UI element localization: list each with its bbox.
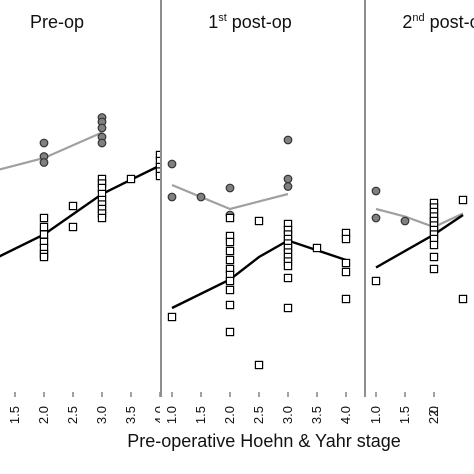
x-tick-label: 1.0 — [368, 406, 383, 424]
data-point-circle — [283, 135, 293, 145]
data-point-square — [68, 222, 78, 232]
data-point-square — [225, 237, 235, 247]
trend-line-black — [171, 239, 347, 310]
data-point-square — [39, 252, 49, 262]
data-point-circle — [283, 174, 293, 184]
data-point-square — [283, 261, 293, 271]
data-point-square — [126, 174, 136, 184]
panels-root: Pre-op 1.5 2.0 2.5 3.0 3.5 4.0 1st post-op 1.0 1.… — [0, 0, 474, 424]
x-tick-label: 2.5 — [251, 406, 266, 424]
data-point-square — [97, 213, 107, 223]
data-point-circle — [39, 138, 49, 148]
data-point-square — [458, 294, 468, 304]
trend-line-grey — [375, 207, 464, 229]
x-axis-title: Pre-operative Hoehn & Yahr stage — [127, 431, 401, 451]
data-point-circle — [371, 186, 381, 196]
trend-line-grey — [171, 183, 289, 211]
panel-3: 2nd post-op 1.0 1.5 2.02. — [368, 12, 474, 424]
x-tick-label: 3.5 — [309, 406, 324, 424]
x-tick-label: 4.0 — [338, 406, 353, 424]
data-point-circle — [97, 123, 107, 133]
data-point-square — [167, 312, 177, 322]
data-point-square — [341, 294, 351, 304]
x-tick-label: 2.0 — [426, 406, 441, 424]
data-point-square — [458, 195, 468, 205]
data-point-square — [225, 246, 235, 256]
data-point-square — [341, 267, 351, 277]
data-point-square — [341, 258, 351, 268]
data-point-square — [312, 243, 322, 253]
x-tick-label: 3.0 — [280, 406, 295, 424]
data-point-square — [155, 171, 160, 181]
panel-title-rest: post-op — [227, 12, 292, 32]
data-point-square — [341, 234, 351, 244]
x-tick-label: 1.5 — [193, 406, 208, 424]
data-point-circle — [167, 159, 177, 169]
data-point-square — [68, 201, 78, 211]
data-point-square — [39, 230, 49, 239]
data-point-square — [225, 255, 235, 265]
data-point-square — [254, 360, 264, 370]
data-point-circle — [39, 158, 49, 167]
panel-title-superscript: nd — [412, 12, 424, 24]
x-tick-label: 1.0 — [164, 406, 179, 424]
data-point-square — [429, 252, 439, 262]
data-point-square — [371, 276, 381, 286]
panel-title-main: 2 — [402, 12, 412, 32]
panel-title: Pre-op — [30, 12, 84, 32]
x-tick-label: 3.5 — [123, 406, 138, 424]
panel-title-main: 1 — [208, 12, 218, 32]
data-point-circle — [167, 192, 177, 202]
data-point-square — [429, 240, 439, 250]
data-point-circle — [283, 182, 293, 191]
data-point-circle — [196, 192, 206, 202]
panel-title-rest: post-op — [425, 12, 474, 32]
x-tick-label: 3.0 — [94, 406, 109, 424]
data-point-circle — [400, 216, 410, 226]
x-tick-label: 2.0 — [222, 406, 237, 424]
panel-title: 2nd post-op — [402, 12, 474, 32]
x-tick-label: 2. — [426, 406, 441, 417]
data-point-circle — [225, 183, 235, 193]
x-tick-label: 1.5 — [7, 406, 22, 424]
trend-line-grey — [0, 131, 103, 171]
trend-line-black — [0, 164, 160, 258]
data-point-square — [283, 303, 293, 313]
data-point-square — [39, 222, 49, 232]
x-tick-label: 2.0 — [36, 406, 51, 424]
x-tick-label: 4.0 — [152, 406, 167, 424]
data-point-square — [225, 213, 235, 223]
data-point-circle — [371, 213, 381, 223]
data-point-square — [283, 273, 293, 283]
x-tick-label: 2.5 — [65, 406, 80, 424]
panel-2: 1st post-op 1.0 1.5 2.0 2.5 3.0 3.5 4.0 — [164, 12, 353, 424]
panel-title-main: Pre-op — [30, 12, 84, 32]
x-tick-label: 1.5 — [397, 406, 412, 424]
panel-title: 1st post-op — [208, 12, 292, 32]
data-point-square — [225, 300, 235, 310]
data-point-square — [429, 264, 439, 274]
panel-title-superscript: st — [218, 12, 227, 24]
data-point-square — [225, 285, 235, 295]
panel-1: Pre-op 1.5 2.0 2.5 3.0 3.5 4.0 — [0, 12, 167, 424]
data-point-square — [39, 213, 49, 223]
data-point-circle — [97, 138, 107, 148]
data-point-square — [254, 216, 264, 226]
data-point-square — [225, 327, 235, 337]
data-point-square — [225, 276, 235, 286]
